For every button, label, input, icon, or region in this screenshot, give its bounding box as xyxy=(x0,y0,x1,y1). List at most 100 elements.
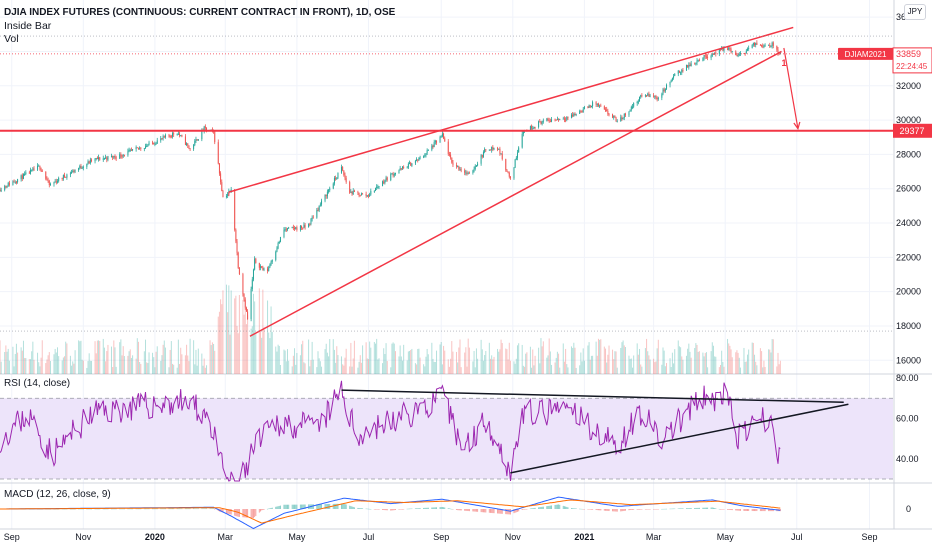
macd-hist-bar xyxy=(268,508,270,510)
candle-body xyxy=(242,274,244,295)
volume-bar xyxy=(148,352,150,374)
volume-bar xyxy=(458,347,460,374)
candle-body xyxy=(407,163,409,168)
candle-body xyxy=(572,114,574,117)
volume-bar xyxy=(103,347,105,374)
indicator-vol-label[interactable]: Vol xyxy=(4,33,19,45)
volume-bar xyxy=(382,363,384,374)
volume-bar xyxy=(451,341,453,374)
volume-bar xyxy=(531,367,533,374)
candle-body xyxy=(367,195,369,197)
macd-hist-bar xyxy=(498,509,500,514)
volume-bar xyxy=(366,358,368,374)
volume-bar xyxy=(64,356,66,374)
volume-bar xyxy=(696,344,698,374)
volume-bar xyxy=(45,363,47,374)
candle-body xyxy=(756,42,758,45)
rsi-title[interactable]: RSI (14, close) xyxy=(4,378,71,389)
volume-bar xyxy=(235,295,237,374)
candle-body xyxy=(99,157,101,160)
volume-bar xyxy=(140,363,142,374)
candle-body xyxy=(69,173,71,175)
volume-bar xyxy=(710,351,712,374)
candle-body xyxy=(128,150,130,152)
volume-bar xyxy=(114,347,116,374)
macd-hist-bar xyxy=(129,508,131,510)
volume-bar xyxy=(620,347,622,374)
macd-hist-bar xyxy=(715,508,717,509)
macd-hist-bar xyxy=(345,504,347,509)
macd-hist-bar xyxy=(681,508,683,509)
volume-bar xyxy=(599,339,601,374)
macd-hist-bar xyxy=(103,508,105,510)
volume-bar xyxy=(31,351,33,374)
macd-hist-bar xyxy=(382,509,384,510)
volume-bar xyxy=(566,364,568,374)
macd-hist-bar xyxy=(492,509,494,514)
candle-body xyxy=(206,127,208,130)
time-tick-label: Nov xyxy=(75,532,92,542)
macd-hist-bar xyxy=(731,509,733,511)
candle-body xyxy=(234,189,236,230)
candle-body xyxy=(488,149,490,151)
macd-hist-bar xyxy=(644,509,646,510)
volume-bar xyxy=(311,341,313,374)
candle-body xyxy=(616,121,618,123)
candle-body xyxy=(596,103,598,105)
volume-bar xyxy=(756,365,758,374)
volume-bar xyxy=(296,352,298,374)
candle-body xyxy=(499,148,501,154)
macd-hist-bar xyxy=(605,509,607,511)
candle-body xyxy=(146,146,148,148)
volume-bar xyxy=(556,351,558,374)
candle-body xyxy=(152,142,154,144)
volume-bar xyxy=(490,358,492,374)
candle-body xyxy=(188,145,190,149)
volume-bar xyxy=(624,347,626,374)
macd-hist-bar xyxy=(79,508,81,510)
volume-bar xyxy=(687,348,689,374)
volume-bar xyxy=(460,367,462,374)
candle-body xyxy=(467,172,469,174)
candle-body xyxy=(458,166,460,170)
macd-hist-bar xyxy=(735,509,737,511)
candle-body xyxy=(276,248,278,252)
candle-body xyxy=(177,133,179,135)
volume-bar xyxy=(333,349,335,374)
macd-hist-bar xyxy=(614,509,616,512)
volume-bar xyxy=(606,362,608,374)
candle-body xyxy=(186,143,188,145)
candle-body xyxy=(712,53,714,55)
candle-body xyxy=(513,167,515,179)
macd-hist-bar xyxy=(739,509,741,511)
candle-body xyxy=(468,172,470,174)
indicator-inside-bar-label[interactable]: Inside Bar xyxy=(4,20,52,32)
candle-body xyxy=(574,113,576,115)
volume-bar xyxy=(484,355,486,374)
candle-body xyxy=(73,170,75,172)
price-label-countdown: 22:24:45 xyxy=(896,62,928,71)
candle-body xyxy=(321,200,323,205)
candle-body xyxy=(730,49,732,52)
volume-bar xyxy=(731,357,733,374)
currency-label[interactable]: JPY xyxy=(904,4,926,20)
volume-bar xyxy=(262,289,264,374)
volume-bar xyxy=(548,338,550,374)
volume-bar xyxy=(156,346,158,374)
volume-bar xyxy=(639,348,641,374)
candle-body xyxy=(87,161,89,164)
macd-hist-bar xyxy=(529,508,531,510)
candle-body xyxy=(268,267,270,271)
candle-body xyxy=(737,55,739,57)
candle-body xyxy=(465,172,467,174)
macd-title[interactable]: MACD (12, 26, close, 9) xyxy=(4,489,111,500)
candle-body xyxy=(681,70,683,73)
macd-hist-bar xyxy=(87,508,89,510)
candle-body xyxy=(65,176,67,178)
volume-bar xyxy=(8,360,10,374)
macd-hist-bar xyxy=(690,508,692,509)
candle-body xyxy=(148,142,150,146)
candle-body xyxy=(425,153,427,156)
